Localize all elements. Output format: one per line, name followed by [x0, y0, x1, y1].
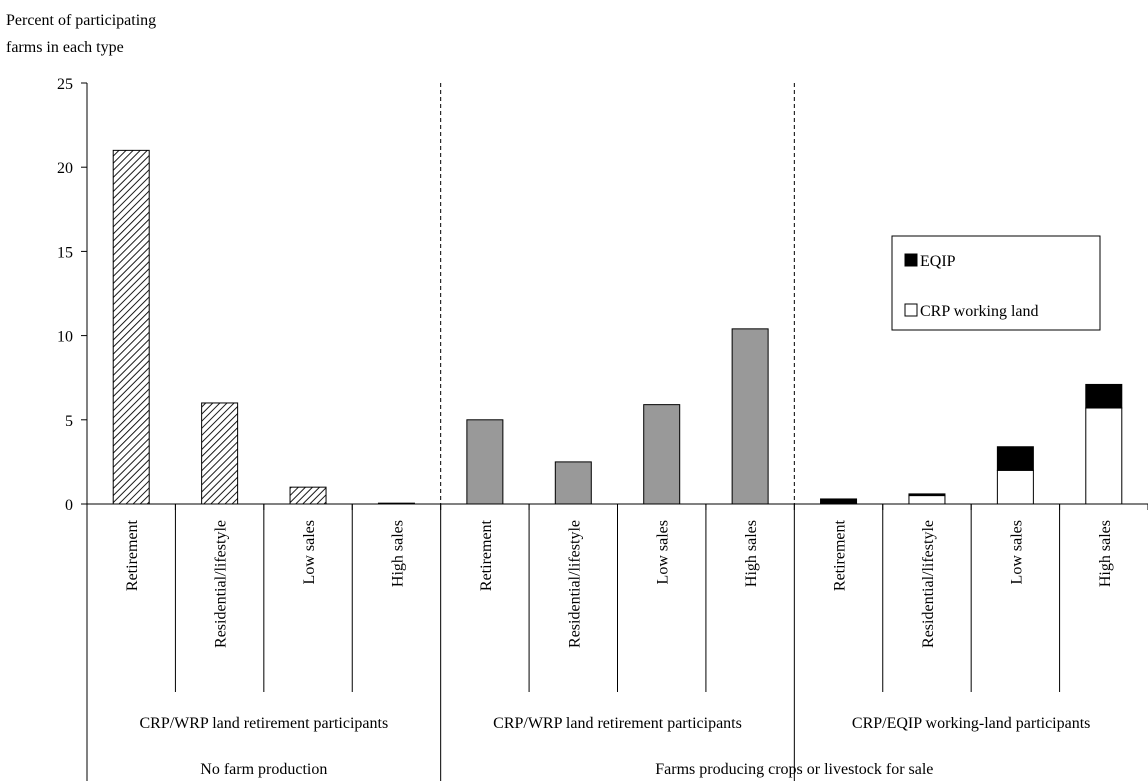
legend: EQIP CRP working land: [891, 235, 1101, 331]
group-label-2: CRP/EQIP working-land participants: [852, 715, 1091, 732]
supergroup-label-1: Farms producing crops or livestock for s…: [655, 761, 933, 778]
bars: [112, 149, 1123, 505]
category-label-7: High sales: [743, 520, 760, 587]
y-tick-label: 15: [57, 244, 73, 261]
category-label-0: Retirement: [124, 519, 141, 591]
group-label-1: CRP/WRP land retirement participants: [493, 715, 742, 732]
bar-solid-gray-7: [731, 328, 769, 505]
category-label-8: Retirement: [832, 519, 849, 591]
category-label-9: Residential/lifestyle: [920, 520, 937, 648]
bar-hatched-0: [112, 149, 150, 505]
bar-stacked-base-9: [908, 495, 946, 505]
y-tick-label: 20: [57, 160, 73, 177]
bar-hatched-3: [377, 502, 415, 505]
category-table-lines: [174, 504, 1061, 781]
y-tick-label: 5: [65, 413, 73, 430]
y-axis-title-line2: farms in each type: [6, 39, 124, 56]
category-label-11: High sales: [1097, 520, 1114, 587]
category-label-10: Low sales: [1008, 520, 1025, 584]
category-label-4: Retirement: [478, 519, 495, 591]
category-labels: Retirement Residential/lifestyle Low sales…: [124, 519, 1114, 648]
bar-stacked-top-8: [820, 498, 858, 505]
bar-stacked-top-10: [996, 446, 1034, 471]
legend-box: [891, 235, 1101, 331]
bar-solid-gray-6: [643, 404, 681, 505]
legend-crp-swatch: [904, 303, 918, 317]
y-tick-label: 25: [57, 76, 73, 93]
supergroup-label-0: No farm production: [200, 761, 327, 778]
bar-hatched-2: [289, 486, 327, 505]
bar-solid-gray-5: [554, 461, 592, 505]
bar-stacked-base-10: [996, 469, 1034, 505]
category-label-5: Residential/lifestyle: [566, 520, 583, 648]
category-label-3: High sales: [389, 520, 406, 587]
group-labels: CRP/WRP land retirement participants CRP/…: [139, 715, 1090, 778]
bar-solid-gray-4: [466, 419, 504, 505]
y-tick-label: 10: [57, 329, 73, 346]
category-label-1: Residential/lifestyle: [213, 520, 230, 648]
y-tick-label: 0: [65, 497, 73, 514]
bar-stacked-base-11: [1085, 407, 1123, 505]
y-ticks: 0 5 10 15 20 25: [57, 76, 87, 514]
group-label-0: CRP/WRP land retirement participants: [139, 715, 388, 732]
category-label-6: Low sales: [655, 520, 672, 584]
bar-stacked-top-11: [1085, 383, 1123, 409]
legend-eqip-swatch: [904, 253, 918, 267]
y-axis-title-line1: Percent of participating: [6, 12, 156, 29]
legend-eqip-label: EQIP: [920, 253, 956, 270]
category-label-2: Low sales: [301, 520, 318, 584]
bar-hatched-1: [201, 402, 239, 505]
legend-crp-label: CRP working land: [920, 303, 1039, 320]
bar-stacked-top-9: [908, 493, 946, 497]
